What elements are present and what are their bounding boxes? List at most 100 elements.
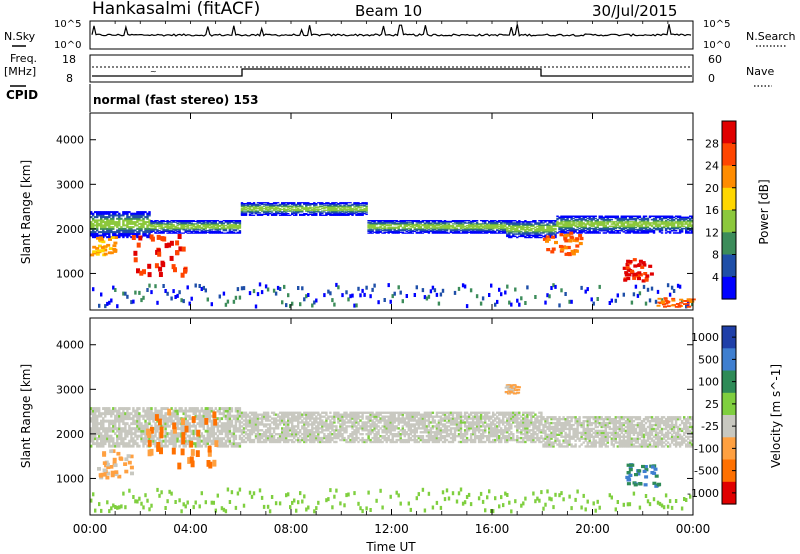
heatmap-cell [238,220,242,222]
heatmap-cell [664,224,668,226]
heatmap-cell [224,232,228,234]
heatmap-cell [132,409,135,413]
heatmap-cell [588,224,591,226]
heatmap-hot-cell [574,239,579,243]
heatmap-cell [327,204,330,206]
heatmap-cell [176,412,179,416]
heatmap-cell [496,220,499,223]
heatmap-cell [222,427,226,431]
heatmap-cell [355,213,358,216]
heatmap-cell [594,228,597,231]
heatmap-cell [451,220,455,223]
heatmap-cell [212,224,216,226]
heatmap-cell [345,202,348,204]
heatmap-cell [475,221,479,223]
heatmap-cell [691,221,694,223]
heatmap-cell [508,221,511,223]
heatmap-cell [624,221,628,223]
heatmap-cell [624,216,628,219]
heatmap-cell [602,223,606,225]
heatmap-cell [254,207,258,209]
heatmap-cell [301,213,304,216]
heatmap-cell [520,225,523,228]
heatmap-cell [377,222,380,224]
heatmap-hot-cell [108,238,112,241]
heatmap-cell [144,424,147,428]
heatmap-cell [202,409,206,413]
heatmap-cell [691,228,694,231]
heatmap-cell [144,231,147,234]
heatmap-cell [244,213,248,216]
heatmap-cell [457,225,461,227]
heatmap-cell [186,414,189,418]
heatmap-cell [335,208,338,211]
heatmap-cell [335,205,338,207]
heatmap-cell [114,221,117,224]
heatmap-cell [242,210,246,212]
heatmap-cell [202,231,206,233]
heatmap-cell [363,204,366,206]
heatmap-cell [479,232,483,234]
heatmap-cell [490,220,493,222]
heatmap-cell [196,409,199,413]
heatmap-cell [365,210,368,212]
heatmap-cell [518,225,521,228]
heatmap-cell [652,231,656,233]
heatmap-cell [518,222,521,224]
heatmap-cell [188,220,191,223]
heatmap-cell [315,204,318,206]
colorbar-swatch [722,121,736,144]
heatmap-cell [640,227,644,230]
heatmap-cell [620,224,624,226]
heatmap-cell [492,223,495,225]
heatmap-cell [90,419,93,423]
heatmap-cell [443,227,447,229]
heatmap-cell [536,232,539,234]
heatmap-cell [144,429,147,433]
heatmap-cell [512,223,515,225]
heatmap-cell [570,225,573,228]
heatmap-cell [281,208,284,211]
heatmap-cell [100,419,103,423]
heatmap-cell [200,419,204,423]
heatmap-cell [118,422,121,426]
heatmap-cell [455,220,459,223]
heatmap-cell [526,227,529,230]
heatmap-cell [606,230,610,232]
freq-tick-bottom: 8 [66,72,73,85]
heatmap-cell [355,203,358,206]
heatmap-cell [136,221,139,224]
heatmap-cell [397,224,400,226]
heatmap-cell [210,439,214,443]
heatmap-cell [232,417,236,421]
heatmap-cell [184,504,187,509]
heatmap-cell [150,230,153,233]
heatmap-cell [196,422,199,426]
heatmap-cell [128,417,131,421]
heatmap-cell [594,231,597,233]
heatmap-cell [122,409,125,413]
heatmap-cell [224,444,228,448]
heatmap-cell [307,214,310,216]
heatmap-cell [604,225,608,228]
heatmap-cell [670,230,674,232]
heatmap-cell [395,224,398,226]
heatmap-cell [405,222,409,224]
heatmap-cell [343,208,346,210]
heatmap-hot-cell [154,263,159,269]
heatmap-hot-cell [95,252,100,256]
heatmap-cell [212,442,216,446]
heatmap-hot-cell [108,247,113,250]
heatmap-cell [144,232,147,235]
heatmap-cell [122,414,125,418]
heatmap-cell [289,203,292,205]
heatmap-cell [586,222,589,224]
heatmap-cell [642,231,646,233]
heatmap-cell [124,432,127,436]
heatmap-cell [154,229,157,231]
heatmap-cell [311,214,314,216]
heatmap-cell [204,409,208,413]
heatmap-cell [325,213,328,215]
heatmap-cell [92,222,95,225]
heatmap-cell [672,220,676,222]
